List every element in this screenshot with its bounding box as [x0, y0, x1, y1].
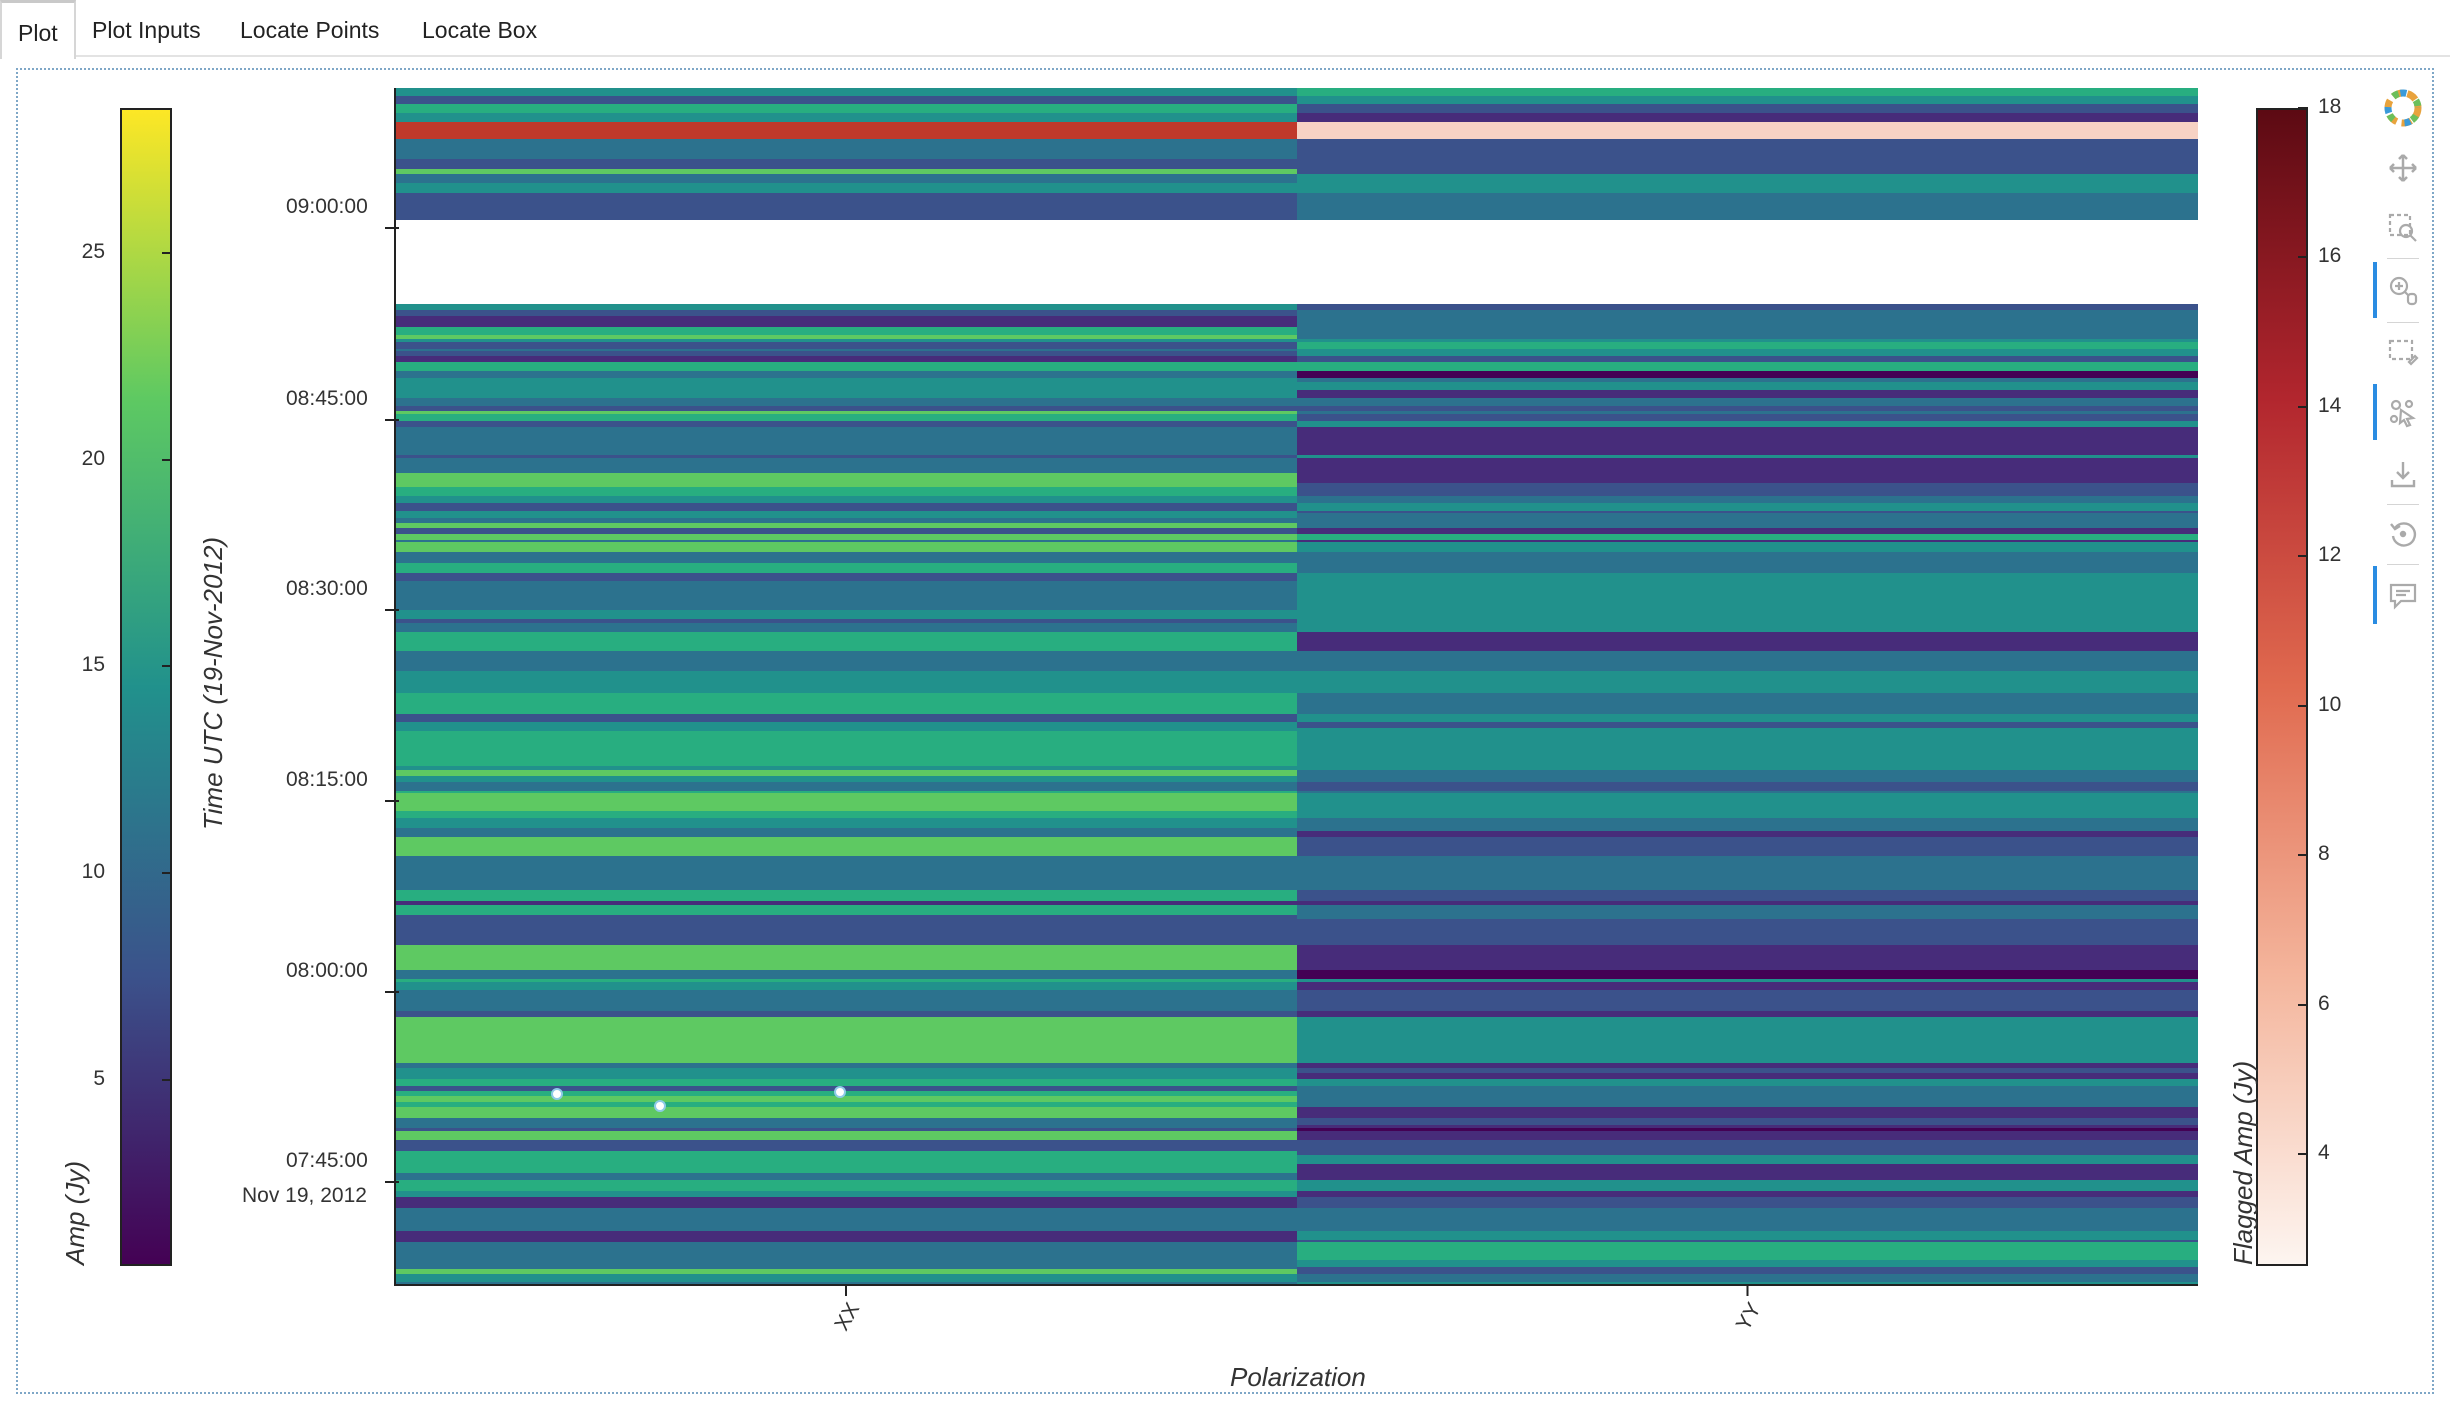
active-tool-indicator	[2373, 384, 2377, 440]
box-zoom-icon[interactable]	[2383, 208, 2423, 248]
wheel-zoom-icon[interactable]	[2383, 270, 2423, 310]
tab-bar: Plot Plot Inputs Locate Points Locate Bo…	[0, 0, 2450, 59]
y-tick-label: 07:45:00	[286, 1149, 368, 1172]
amp-colorbar-title: Amp (Jy)	[60, 1161, 90, 1265]
flagged-amp-colorbar	[2256, 108, 2308, 1266]
save-icon[interactable]	[2383, 454, 2423, 494]
hover-icon[interactable]	[2383, 576, 2423, 616]
y-tick-label: 08:45:00	[286, 387, 368, 410]
box-select-icon[interactable]	[2383, 332, 2423, 372]
tab-plot[interactable]: Plot	[0, 0, 76, 59]
cbar-left-ticks-label: 5	[93, 1066, 105, 1090]
cbar-left-ticks-mark	[162, 458, 172, 461]
bokeh-logo-icon[interactable]	[2383, 88, 2423, 128]
cbar-right-ticks-label: 6	[2318, 991, 2330, 1015]
cbar-right-ticks-label: 16	[2318, 244, 2342, 268]
toolbar-separator	[2387, 258, 2419, 259]
cbar-right-ticks-mark	[2298, 1003, 2308, 1006]
tap-icon[interactable]	[2383, 392, 2423, 432]
cbar-left-ticks-mark	[162, 872, 172, 875]
cbar-right-ticks-mark	[2298, 1152, 2308, 1155]
cbar-left-ticks-label: 10	[81, 860, 105, 884]
cbar-right-ticks-label: 12	[2318, 543, 2342, 567]
y-tick-label: 08:30:00	[286, 577, 368, 600]
tab-locate-box[interactable]: Locate Box	[422, 17, 538, 43]
cbar-right-ticks-label: 10	[2318, 692, 2342, 716]
y-tick-label: 09:00:00	[286, 195, 368, 218]
cbar-right-ticks-mark	[2298, 256, 2308, 259]
reset-icon[interactable]	[2383, 514, 2423, 554]
cbar-right-ticks-mark	[2298, 555, 2308, 558]
cbar-left-ticks-mark	[162, 1078, 172, 1081]
toolbar-separator	[2387, 504, 2419, 505]
active-tool-indicator	[2373, 566, 2377, 624]
cbar-right-ticks-mark	[2298, 405, 2308, 408]
tab-locate-points[interactable]: Locate Points	[240, 17, 380, 43]
toolbar-separator	[2387, 322, 2419, 323]
pan-icon[interactable]	[2383, 148, 2423, 188]
y-tick-label: 08:15:00	[286, 768, 368, 791]
cbar-right-ticks-label: 8	[2318, 842, 2330, 866]
y-axis-label: Time UTC (19-Nov-2012)	[198, 536, 228, 830]
x-axis-label: Polarization	[1230, 1362, 1366, 1392]
plot-frame	[16, 68, 2434, 1394]
cbar-right-ticks-mark	[2298, 704, 2308, 707]
cbar-left-ticks-label: 15	[81, 653, 105, 677]
cbar-right-ticks-label: 18	[2318, 95, 2342, 118]
cbar-right-ticks-mark	[2298, 854, 2308, 857]
cbar-left-ticks-label: 20	[81, 446, 105, 470]
tab-plot-inputs[interactable]: Plot Inputs	[92, 17, 201, 43]
cbar-left-ticks-mark	[162, 251, 172, 254]
cbar-left-ticks-label: 25	[81, 239, 105, 263]
flagged-amp-colorbar-title: Flagged Amp (Jy)	[2228, 1060, 2258, 1265]
active-tool-indicator	[2373, 262, 2377, 318]
amp-colorbar	[120, 108, 172, 1266]
cbar-right-ticks-label: 4	[2318, 1140, 2330, 1164]
cbar-right-ticks-label: 14	[2318, 393, 2342, 417]
cbar-right-ticks-mark	[2298, 107, 2308, 109]
toolbar-separator	[2387, 564, 2419, 565]
y-tick-label: 08:00:00	[286, 959, 368, 982]
y-axis-date-label: Nov 19, 2012	[242, 1184, 367, 1207]
cbar-left-ticks-mark	[162, 665, 172, 668]
